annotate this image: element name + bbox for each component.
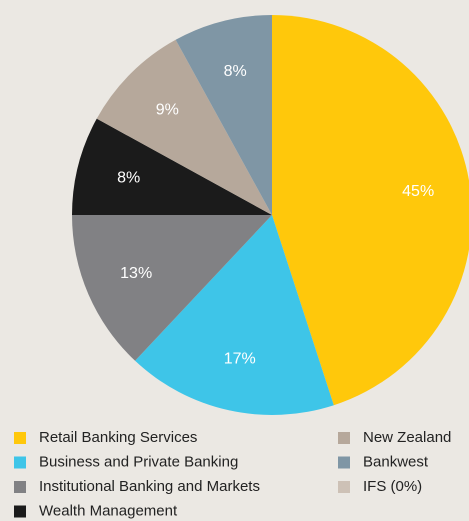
slice-label: 13%	[120, 265, 152, 282]
slice-label: 8%	[117, 169, 140, 186]
legend-text: Bankwest	[363, 453, 429, 470]
legend-swatch	[14, 481, 26, 493]
legend-text: IFS (0%)	[363, 478, 422, 495]
legend-swatch	[14, 505, 26, 518]
slice-label: 8%	[224, 63, 247, 80]
legend-swatch	[14, 456, 26, 469]
legend-text: Business and Private Banking	[39, 453, 238, 470]
legend-swatch	[338, 481, 350, 493]
legend-text: Institutional Banking and Markets	[39, 478, 260, 495]
pie-slice	[72, 118, 272, 215]
legend-swatch	[338, 432, 350, 444]
slice-label: 45%	[402, 183, 434, 200]
pie-slice	[272, 15, 469, 406]
legend-text: Wealth Management	[39, 502, 178, 519]
legend-text: New Zealand	[363, 429, 451, 446]
slice-label: 17%	[224, 351, 256, 368]
pie-slice	[72, 215, 272, 361]
legend-text: Retail Banking Services	[39, 429, 197, 446]
legend-swatch	[338, 456, 350, 469]
legend-swatch	[14, 432, 26, 444]
pie-slice	[175, 14, 272, 215]
slice-label: 9%	[156, 102, 179, 119]
pie-slice	[135, 215, 334, 415]
pie-slice	[96, 39, 272, 215]
